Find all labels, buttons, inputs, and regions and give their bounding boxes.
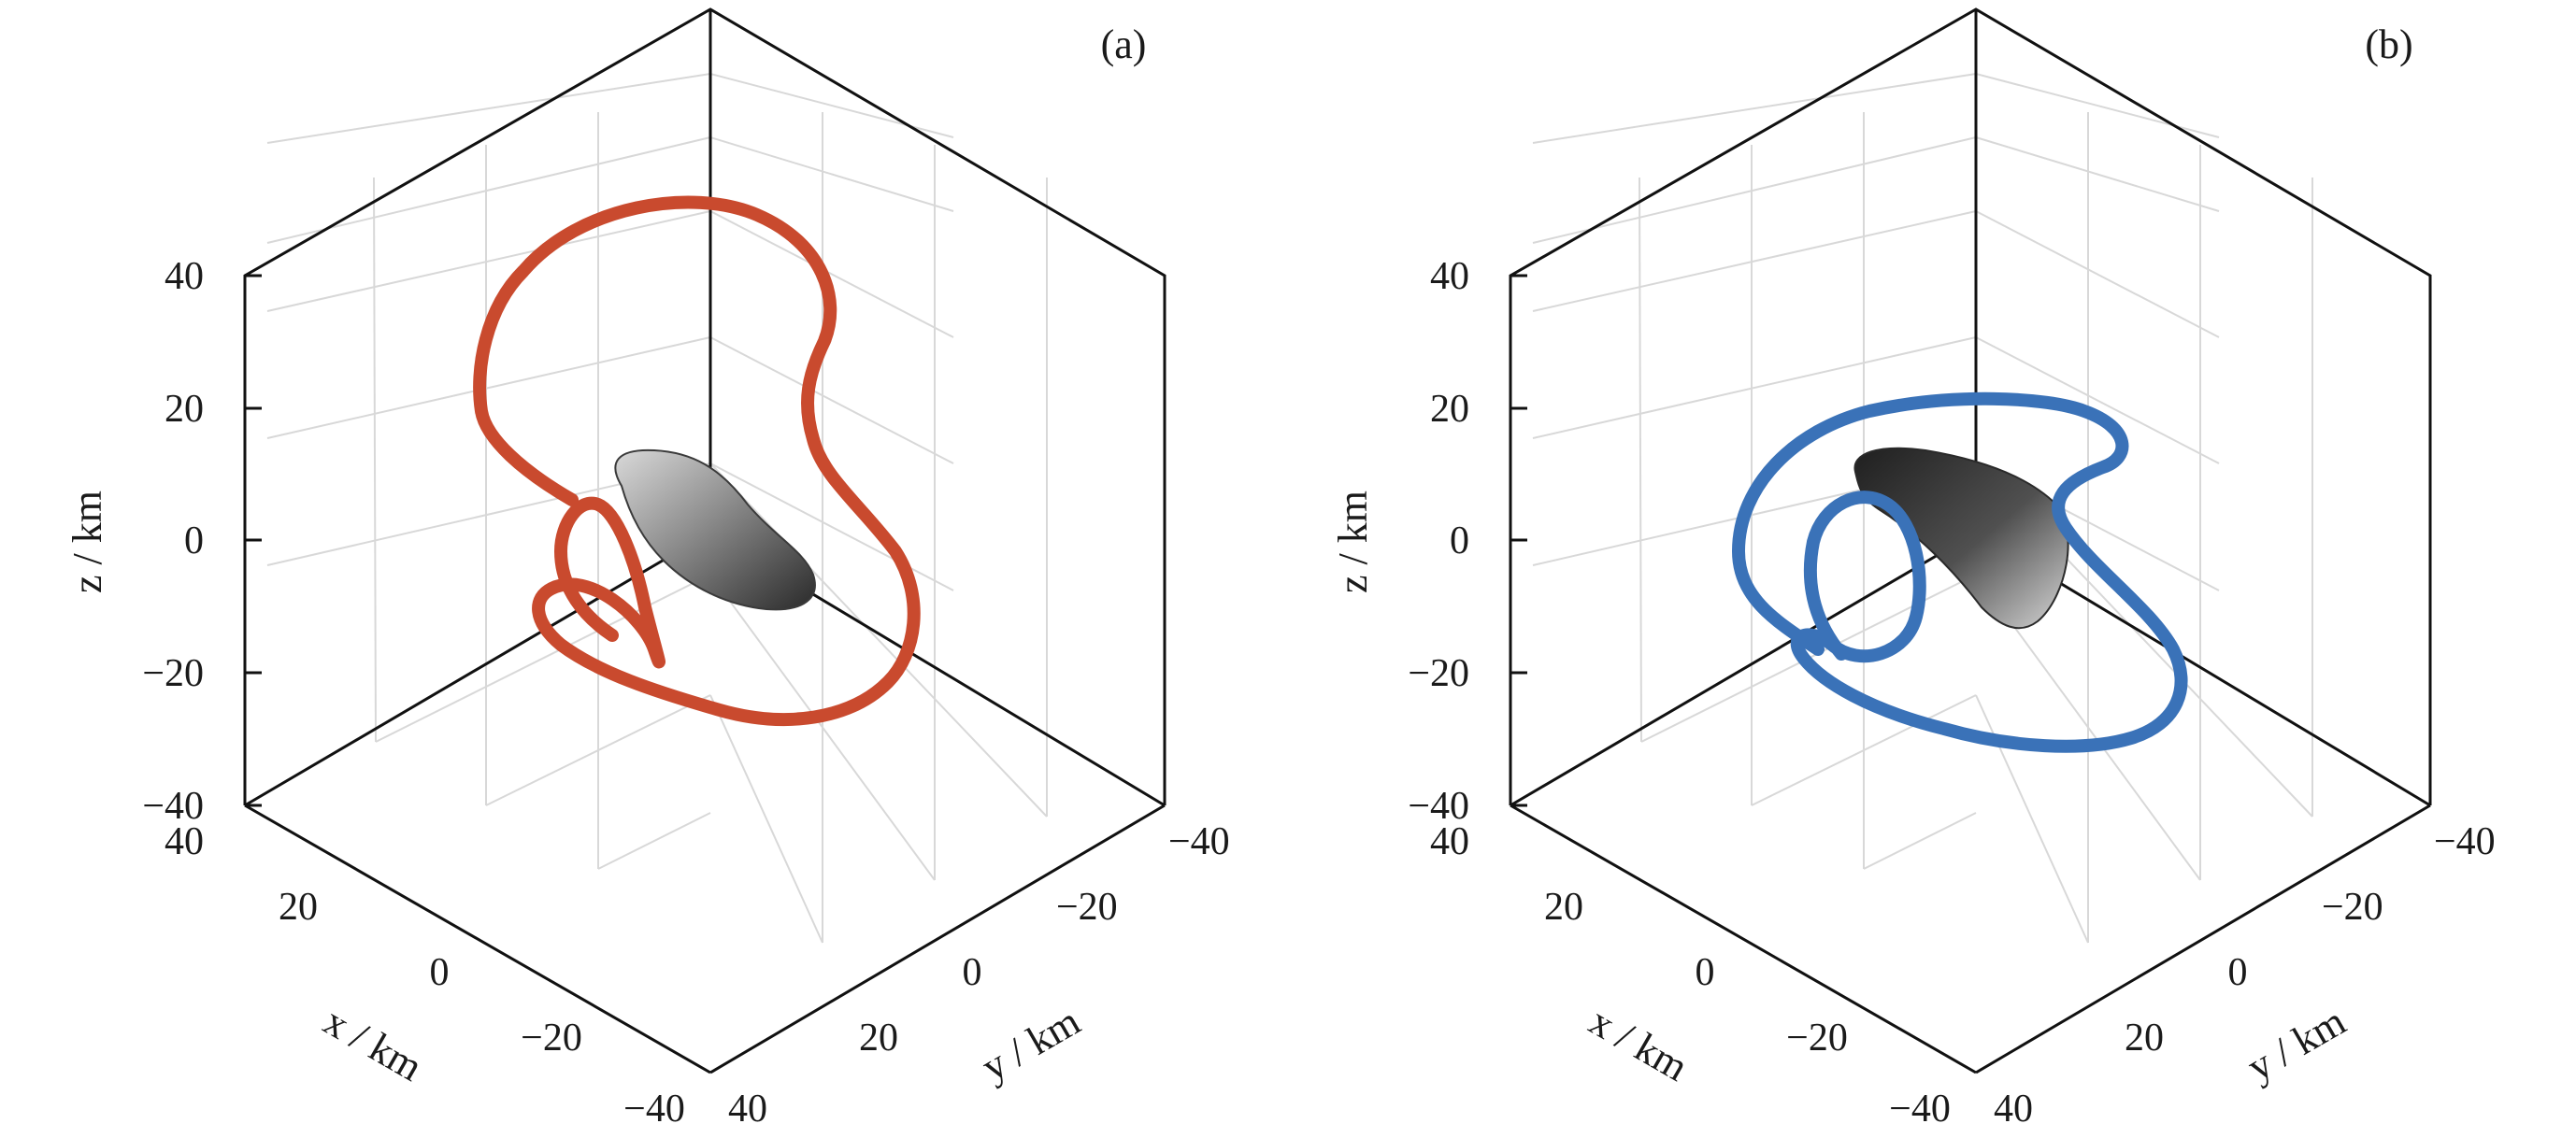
y-axis-label-a: y / km <box>974 998 1088 1090</box>
x-ticks-b: 40 20 0 −20 −40 <box>1430 820 1951 1131</box>
x-tick-a-3: −20 <box>521 1017 582 1060</box>
body-b <box>1853 447 2069 630</box>
z-tick-a-0: 40 <box>165 255 204 298</box>
y-tick-b-0: −40 <box>2434 820 2496 863</box>
x-tick-a-1: 20 <box>279 886 318 929</box>
x-axis-label-a: x / km <box>316 998 430 1090</box>
panel-label-b: (b) <box>2365 21 2412 67</box>
y-tick-a-2: 0 <box>963 951 982 994</box>
x-tick-b-0: 40 <box>1430 820 1469 863</box>
y-ticks-a: −40 −20 0 20 40 <box>728 820 1230 1131</box>
grid-b <box>1532 73 2313 944</box>
x-tick-b-3: −20 <box>1786 1017 1848 1060</box>
orbit-a-group <box>473 195 921 726</box>
panel-a: 40 20 0 −20 −40 40 20 0 −20 −40 −40 −20 … <box>64 7 1230 1131</box>
z-tick-a-3: −20 <box>142 652 204 695</box>
z-ticks-b: 40 20 0 −20 −40 <box>1408 255 1469 828</box>
x-tick-b-2: 0 <box>1696 951 1715 994</box>
x-ticks-a: 40 20 0 −20 −40 <box>165 820 685 1131</box>
orbit-b <box>1732 391 2188 753</box>
y-tick-a-0: −40 <box>1168 820 1230 863</box>
y-tick-b-4: 40 <box>1994 1088 2033 1131</box>
z-tick-a-1: 20 <box>165 388 204 431</box>
z-tick-b-3: −20 <box>1408 652 1469 695</box>
y-tick-a-4: 40 <box>728 1088 767 1131</box>
z-tick-b-0: 40 <box>1430 255 1469 298</box>
y-tick-a-1: −20 <box>1056 886 1118 929</box>
panel-b: 40 20 0 −20 −40 40 20 0 −20 −40 −40 −20 … <box>1330 7 2496 1131</box>
body-a <box>614 448 816 611</box>
x-tick-a-0: 40 <box>165 820 204 863</box>
z-tick-b-4: −40 <box>1408 785 1469 828</box>
y-ticks-b: −40 −20 0 20 40 <box>1994 820 2496 1131</box>
x-tick-a-4: −40 <box>623 1088 685 1131</box>
x-axis-label-b: x / km <box>1581 998 1696 1090</box>
z-tick-a-2: 0 <box>184 519 204 562</box>
orbit-b-group <box>1732 391 2188 753</box>
y-tick-b-1: −20 <box>2322 886 2383 929</box>
y-tick-b-2: 0 <box>2228 951 2248 994</box>
z-axis-label-a: z / km <box>64 491 110 593</box>
z-tick-a-4: −40 <box>142 785 204 828</box>
z-ticks-a: 40 20 0 −20 −40 <box>142 255 204 828</box>
panel-label-a: (a) <box>1101 21 1147 67</box>
z-tick-b-2: 0 <box>1450 519 1469 562</box>
z-tick-b-1: 20 <box>1430 388 1469 431</box>
y-axis-label-b: y / km <box>2240 998 2354 1090</box>
y-tick-a-3: 20 <box>859 1017 898 1060</box>
x-tick-b-4: −40 <box>1889 1088 1951 1131</box>
z-axis-label-b: z / km <box>1330 491 1376 593</box>
x-tick-a-2: 0 <box>430 951 450 994</box>
y-tick-b-3: 20 <box>2125 1017 2164 1060</box>
orbit-a <box>473 195 921 726</box>
x-tick-b-1: 20 <box>1544 886 1583 929</box>
